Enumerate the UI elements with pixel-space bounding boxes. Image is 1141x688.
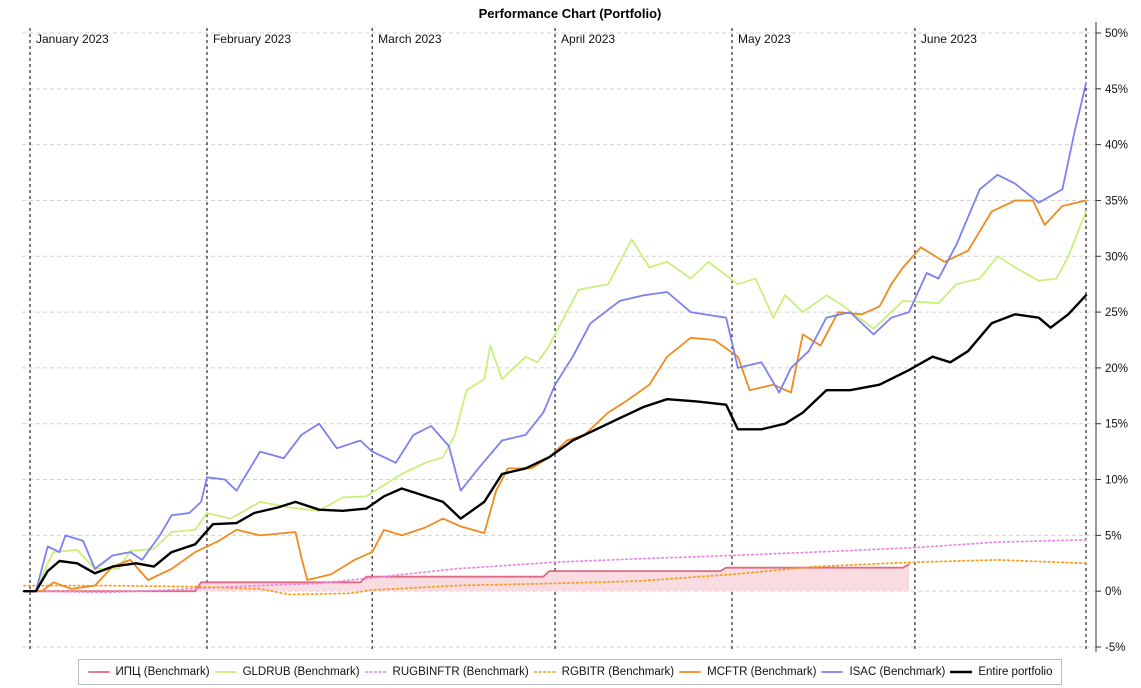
legend-swatch [679,671,702,673]
legend-item[interactable]: ИПЦ (Benchmark) [87,666,210,678]
legend-label: Entire portfolio [978,666,1053,678]
legend-label: RGBITR (Benchmark) [561,666,675,678]
legend-item[interactable]: ISAC (Benchmark) [821,666,945,678]
legend-swatch [364,671,387,673]
month-markers: January 2023 February 2023 March 2023 April… [29,28,1087,652]
y-tick-label: 45% [1105,84,1128,96]
month-label: May 2023 [738,32,791,46]
legend-swatch [950,670,973,674]
series-line-rgbitr-benchmark [23,559,1087,596]
month-label: March 2023 [378,32,442,46]
month-label: June 2023 [921,32,977,46]
y-tick-label: 40% [1105,140,1128,152]
y-tick-label: 0% [1105,586,1122,598]
legend-item[interactable]: RUGBINFTR (Benchmark) [364,666,529,678]
series-line-entire-portfolio [22,294,1088,593]
y-tick-label: 30% [1105,251,1128,263]
gridlines [22,32,1096,648]
legend-label: ISAC (Benchmark) [849,666,946,678]
legend-label: RUGBINFTR (Benchmark) [392,666,529,678]
y-tick-label: 50% [1105,28,1128,40]
legend-swatch [821,671,844,673]
y-tick-label: -5% [1105,642,1125,654]
series-line-gldrub-benchmark [23,210,1087,593]
legend-item[interactable]: MCFTR (Benchmark) [679,666,816,678]
y-tick-label: 10% [1105,475,1128,487]
legend-swatch [87,671,110,673]
legend-label: MCFTR (Benchmark) [707,666,817,678]
legend-label: GLDRUB (Benchmark) [242,666,360,678]
series-line-isac-benchmark [23,82,1087,593]
legend-item[interactable]: Entire portfolio [950,666,1052,678]
y-tick-label: 15% [1105,419,1128,431]
series-line-rugbinftr-benchmark [23,538,1087,594]
series-lines [22,82,1088,596]
y-tick-label: 20% [1105,363,1128,375]
legend: ИПЦ (Benchmark) GLDRUB (Benchmark) RUGBINF… [78,659,1062,685]
y-tick-label: 25% [1105,307,1128,319]
legend-swatch [214,671,237,673]
legend-swatch [533,671,556,673]
month-label: January 2023 [36,32,109,46]
month-label: February 2023 [213,32,291,46]
legend-item[interactable]: RGBITR (Benchmark) [533,666,675,678]
legend-item[interactable]: GLDRUB (Benchmark) [214,666,360,678]
legend-label: ИПЦ (Benchmark) [115,666,210,678]
y-tick-label: 5% [1105,530,1122,542]
chart-title: Performance Chart (Portfolio) [479,6,662,21]
series-line-ипц-benchmark [23,563,910,593]
month-label: April 2023 [561,32,615,46]
y-axis: 50% 45% 40% 35% 30% 25% 20% 15% 10% 5% 0% -5% [1095,22,1128,654]
y-tick-label: 35% [1105,195,1128,207]
